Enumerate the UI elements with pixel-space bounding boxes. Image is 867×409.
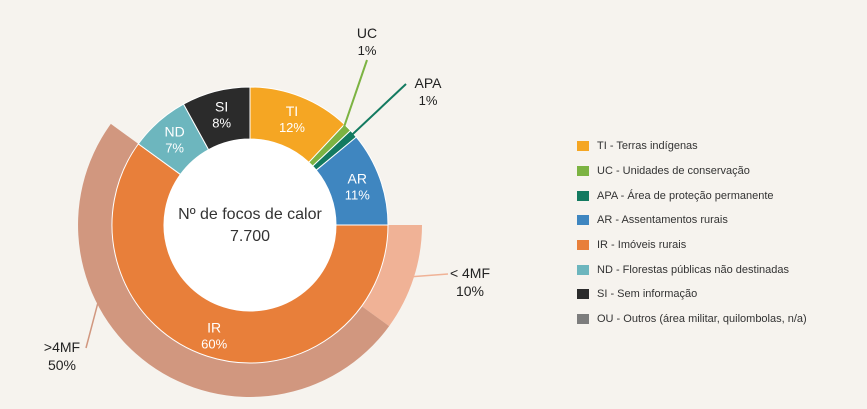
legend-item: TI - Terras indígenas (577, 134, 807, 159)
slice-label-ir: IR (207, 319, 221, 335)
legend-swatch (577, 215, 589, 226)
ir-breakdown-pct-under-4mf: 10% (456, 283, 484, 299)
legend-label: OU - Outros (área militar, quilombolas, … (597, 313, 807, 326)
legend-label: TI - Terras indígenas (597, 140, 698, 153)
slice-pct-ar: 11% (345, 187, 370, 202)
center-value: 7.700 (230, 228, 270, 245)
leader-line-apa (346, 83, 407, 140)
slice-ir (111, 143, 389, 364)
slice-label-ar: AR (348, 170, 367, 186)
leader-line-uc (340, 59, 368, 134)
legend: TI - Terras indígenas UC - Unidades de co… (577, 134, 807, 332)
leader-line-under-4mf (409, 273, 449, 278)
legend-item: IR - Imóveis rurais (577, 233, 807, 258)
legend-swatch (577, 240, 589, 251)
legend-swatch (577, 141, 589, 152)
slice-label-ti: TI (286, 103, 298, 119)
legend-label: APA - Área de proteção permanente (597, 189, 774, 202)
legend-label: UC - Unidades de conservação (597, 165, 750, 178)
legend-item: UC - Unidades de conservação (577, 159, 807, 184)
legend-label: SI - Sem informação (597, 288, 698, 301)
legend-item: SI - Sem informação (577, 282, 807, 307)
leader-line-over-4mf (85, 298, 100, 349)
slice-label-nd: ND (164, 123, 184, 139)
legend-swatch (577, 289, 589, 300)
legend-label: IR - Imóveis rurais (597, 239, 687, 252)
ir-breakdown-slice-over-4mf (78, 123, 390, 397)
slice-pct-apa: 1% (419, 93, 438, 108)
slice-pct-si: 8% (212, 116, 231, 131)
donut-hole (164, 139, 336, 311)
legend-swatch (577, 166, 589, 177)
legend-label: AR - Assentamentos rurais (597, 214, 728, 227)
ir-breakdown-pct-over-4mf: 50% (48, 357, 76, 373)
legend-item: OU - Outros (área militar, quilombolas, … (577, 307, 807, 332)
legend-swatch (577, 264, 589, 275)
legend-item: APA - Área de proteção permanente (577, 183, 807, 208)
ir-breakdown-label-under-4mf: < 4MF (450, 265, 490, 281)
legend-item: ND - Florestas públicas não destinadas (577, 257, 807, 282)
slice-label-si: SI (215, 99, 228, 115)
slice-pct-ti: 12% (279, 120, 305, 135)
legend-item: AR - Assentamentos rurais (577, 208, 807, 233)
slice-pct-uc: 1% (358, 43, 377, 58)
legend-swatch (577, 314, 589, 325)
ir-breakdown-slice-under-4mf (361, 225, 422, 327)
slice-pct-ir: 60% (201, 336, 227, 351)
slice-label-uc: UC (357, 25, 377, 41)
center-title: Nº de focos de calor (178, 206, 322, 223)
legend-swatch (577, 190, 589, 201)
slice-pct-nd: 7% (165, 140, 184, 155)
slice-label-apa: APA (415, 75, 443, 91)
ir-breakdown-label-over-4mf: >4MF (44, 339, 80, 355)
legend-label: ND - Florestas públicas não destinadas (597, 263, 789, 276)
